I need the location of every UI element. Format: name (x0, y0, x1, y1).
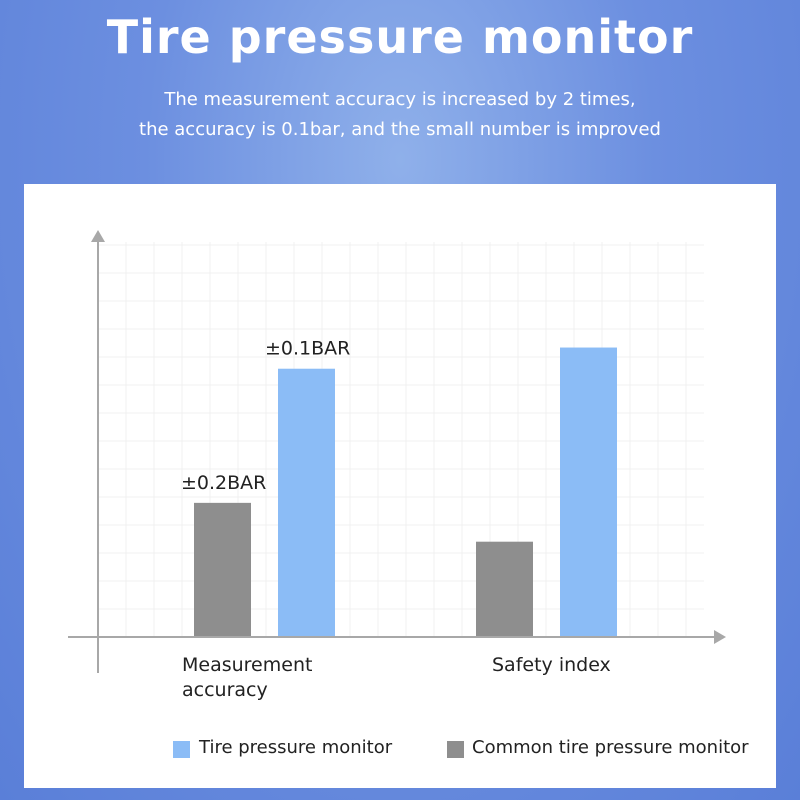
category-label: Safety index (492, 654, 611, 676)
y-axis-arrow (91, 230, 105, 242)
bar (194, 502, 251, 637)
x-axis-arrow (714, 630, 726, 644)
legend-label-tire-pressure-monitor: Tire pressure monitor (199, 737, 393, 758)
legend-label-common-tire-pressure-monitor: Common tire pressure monitor (472, 737, 749, 758)
data-label: ±0.1BAR (265, 338, 350, 360)
data-label: ±0.2BAR (181, 472, 266, 494)
page-title: Tire pressure monitor (106, 10, 694, 64)
subtitle-line-1: The measurement accuracy is increased by… (164, 89, 636, 110)
legend-swatch-common-tire-pressure-monitor (447, 741, 464, 758)
bar (476, 541, 533, 637)
bar (278, 368, 335, 637)
bar-chart: ±0.2BAR ±0.1BAR Measurement accuracy Safety … (68, 230, 726, 701)
category-label: Measurement accuracy (182, 654, 312, 701)
legend-swatch-tire-pressure-monitor (173, 741, 190, 758)
chart-panel: ±0.2BAR ±0.1BAR Measurement accuracy Safety … (24, 184, 776, 788)
subtitle-line-2: the accuracy is 0.1bar, and the small nu… (139, 119, 661, 140)
bar (560, 347, 617, 637)
